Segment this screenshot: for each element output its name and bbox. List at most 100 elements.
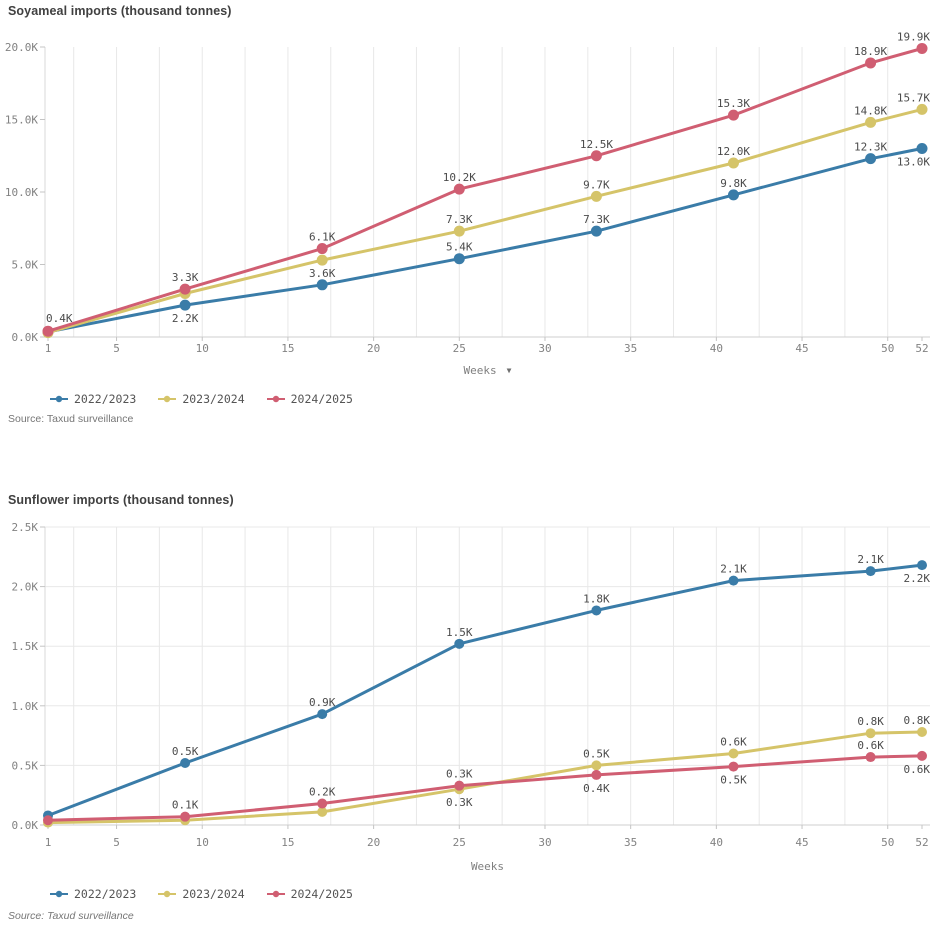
data-label: 7.3K [583, 213, 610, 226]
data-point[interactable] [317, 798, 328, 809]
x-axis-dimension-selector[interactable]: Weeks ▼ [45, 364, 930, 377]
x-axis-tick-label: 45 [795, 342, 808, 355]
data-label: 14.8K [854, 104, 887, 117]
data-point[interactable] [180, 758, 191, 769]
data-point[interactable] [43, 815, 53, 826]
x-axis-dimension-selector[interactable]: Weeks▼ [45, 860, 930, 873]
data-point[interactable] [728, 761, 739, 772]
data-label: 1.5K [446, 626, 473, 639]
data-label: 19.9K [897, 32, 930, 43]
data-point[interactable] [453, 253, 465, 265]
x-axis-label: Weeks [470, 860, 505, 873]
data-point[interactable] [316, 254, 328, 266]
data-point[interactable] [590, 190, 602, 202]
data-point[interactable] [590, 225, 602, 237]
legend: 2022/2023 2023/2024 2024/2025 [50, 887, 353, 901]
data-point[interactable] [865, 153, 877, 165]
data-label: 0.2K [309, 786, 336, 799]
legend-item-2023-2024[interactable]: 2023/2024 [158, 392, 245, 406]
data-point[interactable] [179, 283, 191, 295]
legend-marker-icon [50, 395, 68, 403]
data-point[interactable] [454, 638, 465, 649]
legend-label: 2024/2025 [290, 392, 353, 406]
data-label: 12.0K [717, 145, 750, 158]
legend-label: 2022/2023 [74, 887, 137, 901]
x-axis-tick-label: 45 [795, 836, 808, 849]
legend-marker-icon [50, 890, 68, 898]
data-point[interactable] [916, 103, 928, 115]
x-axis-label: Weeks [463, 364, 497, 377]
series-line-2024/2025 [46, 47, 924, 333]
data-point[interactable] [727, 109, 739, 121]
legend-marker-icon [266, 395, 285, 403]
data-label: 9.7K [583, 178, 610, 191]
data-point[interactable] [316, 243, 328, 255]
data-point[interactable] [865, 566, 876, 577]
legend-item-2024-2025[interactable]: 2024/2025 [266, 392, 353, 406]
x-axis-tick-label: 30 [538, 836, 551, 849]
x-axis-tick-label: 5 [113, 836, 120, 849]
data-point[interactable] [728, 748, 739, 759]
data-point[interactable] [591, 769, 602, 780]
y-axis-tick-label: 0.0K [12, 331, 39, 344]
data-point[interactable] [865, 752, 876, 763]
series-line-2023/2024 [46, 107, 924, 335]
legend-item-2022-2023[interactable]: 2022/2023 [50, 392, 136, 406]
legend-marker-icon [158, 890, 177, 898]
legend-item-2023-2024[interactable]: 2023/2024 [158, 887, 245, 901]
data-point[interactable] [317, 709, 328, 720]
data-point[interactable] [865, 728, 876, 739]
soyameal-chart-section: Soyameal imports (thousand tonnes) 0.0K 5… [0, 0, 938, 440]
x-axis-tick-label: 25 [453, 836, 466, 849]
data-label: 0.4K [46, 312, 73, 325]
data-point[interactable] [916, 143, 928, 154]
chevron-down-icon[interactable]: ▼ [506, 366, 512, 375]
x-axis-tick-label: 35 [624, 836, 637, 849]
data-label: 0.3K [446, 796, 473, 809]
chart-title: Sunflower imports (thousand tonnes) [8, 493, 234, 507]
data-point[interactable] [180, 811, 191, 822]
sunflower-line-chart[interactable]: 0.0K0.5K1.0K1.5K2.0K2.5K1 5 10 15 20 25 30 35 40… [0, 519, 938, 874]
series-line-2022/2023 [46, 563, 924, 817]
data-point[interactable] [454, 780, 465, 791]
data-point[interactable] [453, 225, 465, 237]
data-label: 0.5K [720, 774, 747, 787]
x-axis-tick-label: 40 [710, 342, 723, 355]
x-axis-tick-label: 40 [710, 836, 723, 849]
data-point[interactable] [591, 605, 602, 616]
data-point[interactable] [916, 42, 928, 54]
data-label: 2.2K [172, 312, 199, 325]
data-point[interactable] [917, 727, 927, 738]
y-axis-tick-label: 1.0K [12, 700, 39, 713]
data-label: 3.6K [309, 267, 336, 280]
data-point[interactable] [591, 760, 602, 771]
data-point[interactable] [453, 183, 465, 195]
x-axis-tick-label: 5 [113, 342, 120, 355]
data-point[interactable] [727, 189, 739, 201]
x-axis-tick-label: 25 [453, 342, 466, 355]
chart-title: Soyameal imports (thousand tonnes) [8, 4, 232, 18]
data-point[interactable] [317, 806, 328, 817]
data-label: 7.3K [446, 213, 473, 226]
data-point[interactable] [917, 560, 927, 571]
data-point[interactable] [179, 299, 191, 311]
data-point[interactable] [590, 150, 602, 162]
series-line-2022/2023 [46, 147, 924, 334]
data-label: 2.1K [720, 563, 747, 576]
data-point[interactable] [316, 279, 328, 291]
data-point[interactable] [917, 750, 927, 761]
data-point[interactable] [865, 116, 877, 128]
data-point[interactable] [728, 575, 739, 586]
data-label: 9.8K [720, 177, 747, 190]
data-label: 1.8K [583, 592, 610, 605]
data-point[interactable] [42, 325, 54, 337]
legend-item-2024-2025[interactable]: 2024/2025 [266, 887, 353, 901]
legend-item-2022-2023[interactable]: 2022/2023 [50, 887, 136, 901]
data-label: 3.3K [172, 271, 199, 284]
x-axis-tick-label: 20 [367, 342, 380, 355]
data-point[interactable] [865, 57, 877, 69]
data-point[interactable] [727, 157, 739, 169]
data-label: 0.5K [583, 747, 610, 760]
